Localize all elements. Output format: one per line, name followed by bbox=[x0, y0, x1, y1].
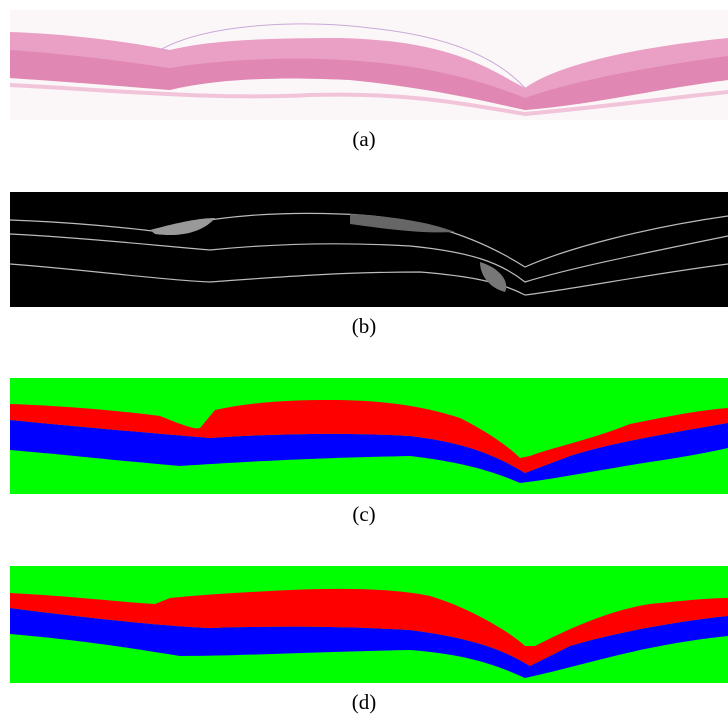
panel-segmentation bbox=[10, 378, 728, 494]
caption: (b) bbox=[352, 314, 377, 338]
panel-ground-truth bbox=[10, 566, 728, 683]
caption: (d) bbox=[352, 690, 377, 714]
panel-oct bbox=[9, 192, 728, 307]
caption: (c) bbox=[352, 502, 375, 526]
caption: (a) bbox=[352, 127, 375, 151]
panel-histology bbox=[9, 10, 728, 120]
